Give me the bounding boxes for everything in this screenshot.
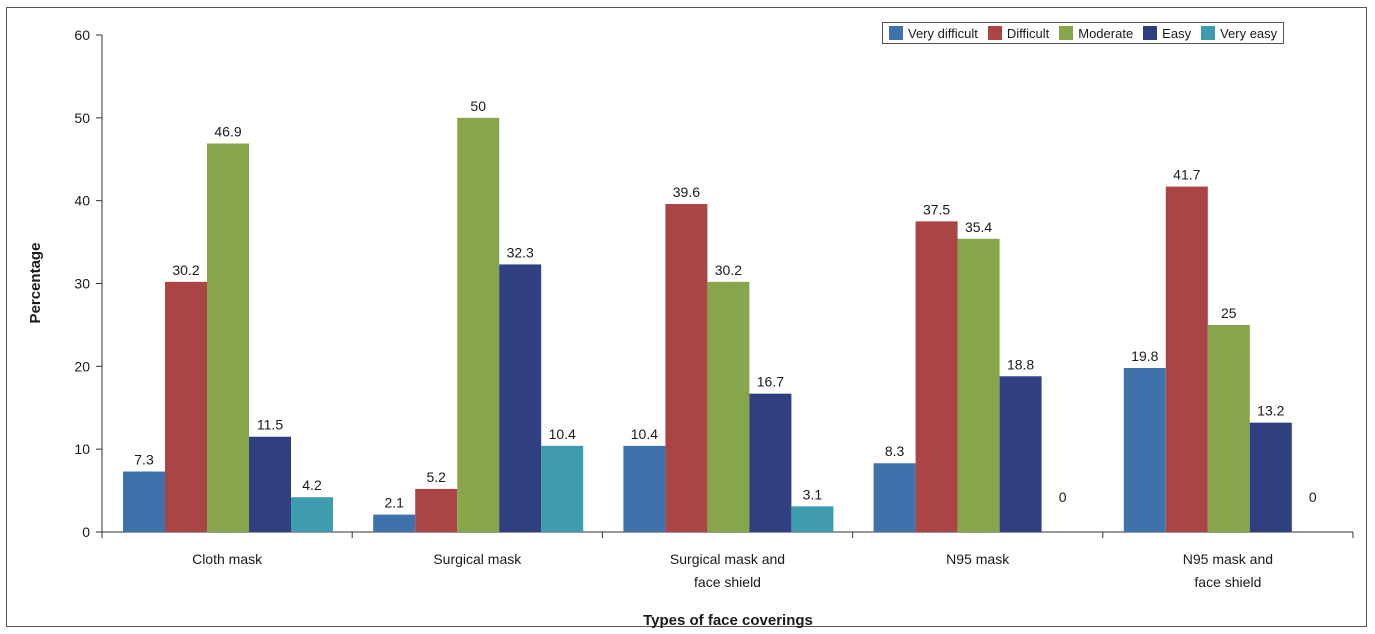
data-label: 37.5 (923, 201, 950, 217)
data-label: 25 (1221, 305, 1237, 321)
data-label: 8.3 (885, 443, 905, 459)
data-label: 5.2 (426, 469, 446, 485)
legend-swatch (1059, 26, 1074, 40)
bar (415, 488, 458, 532)
x-tick-label: face shield (1194, 574, 1261, 590)
legend-swatch (1201, 26, 1216, 40)
bars (123, 117, 1292, 533)
data-label: 46.9 (214, 124, 241, 140)
legend-swatch (1143, 26, 1158, 40)
legend-item: Very easy (1201, 26, 1277, 41)
y-axis-title: Percentage (27, 243, 44, 324)
bar (1207, 324, 1250, 532)
x-tick-label: N95 mask (946, 551, 1010, 567)
bar (291, 497, 333, 532)
bar (873, 463, 916, 532)
data-label: 16.7 (757, 374, 784, 390)
bar (373, 514, 416, 532)
x-axis-title: Types of face coverings (643, 612, 813, 629)
x-tick-label: Surgical mask (433, 551, 522, 567)
bar (749, 393, 792, 532)
y-tick-label: 50 (74, 110, 90, 126)
bar (1123, 367, 1166, 532)
y-tick-label: 30 (74, 276, 90, 292)
data-label: 19.8 (1131, 348, 1158, 364)
data-label: 39.6 (673, 184, 700, 200)
data-label: 35.4 (965, 219, 992, 235)
bar (541, 445, 584, 532)
bar (457, 117, 500, 532)
legend-label: Very easy (1220, 25, 1278, 41)
data-label: 41.7 (1173, 167, 1200, 183)
y-tick-label: 40 (74, 193, 90, 209)
data-label: 18.8 (1007, 356, 1034, 372)
data-label: 10.4 (631, 426, 658, 442)
bar (207, 143, 249, 533)
data-labels: 7.3 30.2 46.9 11.5 4.2 2.1 5.2 50 32.3 10.4 10.4 39… (134, 98, 1317, 511)
data-label: 50 (470, 98, 486, 114)
legend: Very difficult Difficult Moderate Easy Very … (882, 22, 1285, 44)
legend-swatch (987, 26, 1002, 40)
bar (791, 506, 834, 532)
bar (1165, 186, 1208, 532)
y-tick-label: 60 (74, 27, 90, 43)
bar (165, 281, 207, 532)
bar (957, 238, 1000, 532)
legend-swatch (889, 26, 903, 40)
legend-label: Moderate (1078, 25, 1134, 41)
legend-label: Easy (1162, 25, 1192, 41)
x-tick-label: Cloth mask (192, 551, 263, 567)
bar (499, 264, 542, 532)
legend-item: Easy (1143, 26, 1191, 41)
bar (915, 221, 958, 532)
bar (999, 376, 1042, 532)
bar (623, 445, 666, 532)
data-label: 30.2 (172, 262, 199, 278)
data-label: 11.5 (257, 417, 283, 433)
x-tick-label: Surgical mask and (670, 551, 785, 567)
legend-item: Very difficult (889, 26, 978, 41)
y-tick-label: 0 (82, 524, 90, 540)
x-tick-label: face shield (694, 574, 761, 590)
x-tick-label: N95 mask and (1183, 551, 1273, 567)
legend-label: Very difficult (908, 25, 978, 41)
y-tick-label: 10 (74, 441, 90, 457)
legend-label: Difficult (1006, 25, 1050, 41)
bar (1249, 422, 1292, 532)
bar (665, 203, 708, 533)
data-label: 4.2 (302, 477, 322, 493)
data-label: 7.3 (134, 452, 154, 468)
bar (123, 471, 165, 532)
bar (249, 436, 291, 532)
data-label: 0 (1059, 489, 1067, 505)
data-label: 3.1 (803, 486, 823, 502)
legend-item: Moderate (1059, 26, 1133, 41)
data-label: 13.2 (1257, 403, 1284, 419)
bar (707, 281, 750, 532)
y-tick-label: 20 (74, 358, 90, 374)
data-label: 2.1 (384, 495, 404, 511)
legend-item: Difficult (987, 25, 1050, 41)
data-label: 10.4 (549, 426, 576, 442)
data-label: 0 (1309, 489, 1317, 505)
data-label: 30.2 (715, 262, 742, 278)
data-label: 32.3 (507, 244, 534, 260)
